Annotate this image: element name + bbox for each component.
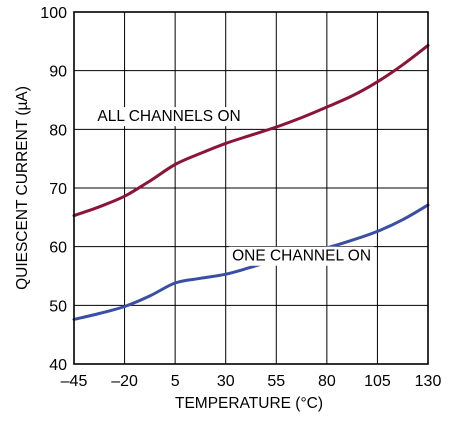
annotation-label: ALL CHANNELS ON (97, 108, 240, 125)
all-channels-on-line (72, 43, 430, 218)
x-tick-label: 80 (318, 373, 336, 390)
x-tick-labels: –45 –20 5 30 55 80 105 130 (61, 373, 442, 390)
annotation-background (229, 246, 375, 266)
x-tick-label: 5 (171, 373, 180, 390)
y-tick-label: 70 (49, 181, 67, 198)
x-axis-title: TEMPERATURE (°C) (175, 395, 323, 412)
annotations: ALL CHANNELS ON ONE CHANNEL ON (94, 107, 375, 266)
x-tick-label: 30 (217, 373, 235, 390)
y-tick-label: 100 (40, 5, 67, 22)
y-axis-title: QUIESCENT CURRENT (µA) (14, 86, 31, 290)
y-tick-label: 60 (49, 240, 67, 257)
annotation-background (94, 107, 244, 127)
one-channel-on-line (72, 203, 430, 321)
plot-frame (73, 11, 429, 365)
gridlines (74, 12, 428, 364)
y-tick-label: 90 (49, 64, 67, 81)
x-tick-label: –45 (61, 373, 88, 390)
x-tick-label: 105 (364, 373, 391, 390)
x-tick-label: 130 (415, 373, 442, 390)
y-tick-labels: 40 50 60 70 80 90 100 (40, 5, 67, 374)
x-tick-label: –20 (111, 373, 138, 390)
annotation-label: ONE CHANNEL ON (232, 248, 371, 265)
y-tick-label: 80 (49, 122, 67, 139)
series-lines (72, 43, 430, 321)
y-tick-label: 40 (49, 357, 67, 374)
y-tick-label: 50 (49, 298, 67, 315)
x-tick-label: 55 (267, 373, 285, 390)
